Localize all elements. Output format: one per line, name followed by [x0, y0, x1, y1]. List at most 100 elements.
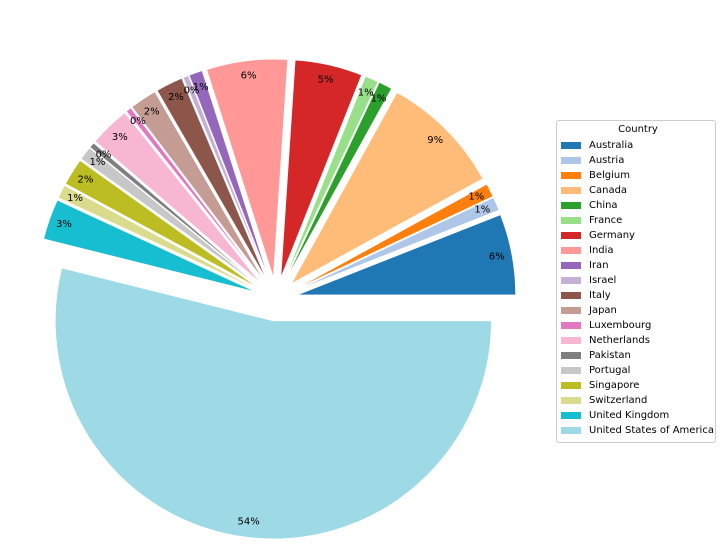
legend-swatch: [561, 247, 581, 254]
legend-swatch: [561, 157, 581, 164]
legend-label: Israel: [589, 275, 617, 286]
pie-slice-netherlands: [94, 112, 261, 284]
legend-item: Germany: [561, 228, 715, 243]
legend-label: United States of America: [589, 425, 714, 436]
pie-slice-canada: [290, 92, 484, 285]
slice-percent-label: 3%: [56, 219, 72, 230]
pie-percent-labels: 6%1%1%9%1%1%5%6%1%0%2%2%0%3%0%1%2%1%3%54…: [56, 70, 505, 527]
slice-percent-label: 2%: [168, 92, 184, 103]
pie-slice-japan: [131, 91, 265, 281]
slice-percent-label: 6%: [241, 70, 257, 81]
pie-slice-united-kingdom: [43, 199, 256, 292]
legend-label: Austria: [589, 155, 625, 166]
pie-slice-france: [284, 75, 379, 279]
pie-slice-iran: [188, 70, 269, 279]
legend-label: Portugal: [589, 365, 631, 376]
slice-percent-label: 9%: [427, 135, 443, 146]
legend-item: Japan: [561, 303, 715, 318]
legend-item: United Kingdom: [561, 408, 715, 423]
legend-swatch: [561, 217, 581, 224]
legend-item: Pakistan: [561, 348, 715, 363]
legend-swatch: [561, 202, 581, 209]
slice-percent-label: 0%: [96, 149, 112, 160]
legend-label: Canada: [589, 185, 628, 196]
legend-label: Luxembourg: [589, 320, 652, 331]
legend-label: Japan: [589, 305, 617, 316]
slice-percent-label: 54%: [237, 517, 259, 528]
pie-slice-switzerland: [58, 185, 257, 290]
legend-label: Iran: [589, 260, 609, 271]
pie-slice-portugal: [80, 147, 259, 286]
slice-percent-label: 3%: [112, 132, 128, 143]
slice-percent-label: 2%: [77, 175, 93, 186]
pie-slice-singapore: [65, 160, 258, 288]
pie-slice-china: [285, 81, 392, 280]
slice-percent-label: 1%: [371, 94, 387, 105]
pie-slice-india: [206, 58, 288, 278]
legend-item: Netherlands: [561, 333, 715, 348]
legend-item: India: [561, 243, 715, 258]
legend-items: Australia Austria Belgium Canada China France…: [561, 138, 715, 438]
legend-swatch: [561, 172, 581, 179]
slice-percent-label: 1%: [193, 82, 209, 93]
legend-label: United Kingdom: [589, 410, 670, 421]
pie-slice-austria: [296, 197, 500, 291]
slice-percent-label: 1%: [67, 193, 83, 204]
legend-label: China: [589, 200, 618, 211]
legend-item: Italy: [561, 288, 715, 303]
legend-item: Singapore: [561, 378, 715, 393]
legend-swatch: [561, 412, 581, 419]
legend-item: China: [561, 198, 715, 213]
legend-swatch: [561, 232, 581, 239]
slice-percent-label: 5%: [318, 74, 334, 85]
legend-title: Country: [618, 124, 658, 135]
legend-swatch: [561, 367, 581, 374]
slice-percent-label: 6%: [489, 252, 505, 263]
legend-label: India: [589, 245, 614, 256]
legend-item: Canada: [561, 183, 715, 198]
legend-item: Israel: [561, 273, 715, 288]
slice-percent-label: 2%: [144, 106, 160, 117]
legend-label: Pakistan: [589, 350, 631, 361]
legend-label: France: [589, 215, 623, 226]
pie-slice-australia: [297, 214, 516, 296]
legend-swatch: [561, 292, 581, 299]
legend-label: Singapore: [589, 380, 640, 391]
legend-swatch: [561, 397, 581, 404]
legend-label: Switzerland: [589, 395, 648, 406]
pie-slice-pakistan: [89, 142, 260, 286]
legend: Country Australia Austria Belgium Canada Chi…: [556, 120, 716, 443]
legend-swatch: [561, 352, 581, 359]
legend-swatch: [561, 322, 581, 329]
pie-slice-italy: [156, 77, 267, 280]
legend-swatch: [561, 382, 581, 389]
legend-item: Iran: [561, 258, 715, 273]
pie-slices: [43, 58, 516, 540]
legend-item: Switzerland: [561, 393, 715, 408]
legend-label: Italy: [589, 290, 611, 301]
legend-item: Belgium: [561, 168, 715, 183]
legend-item: Australia: [561, 138, 715, 153]
legend-swatch: [561, 142, 581, 149]
legend-swatch: [561, 187, 581, 194]
legend-label: Netherlands: [589, 335, 650, 346]
pie-slice-germany: [280, 59, 362, 278]
legend-item: Portugal: [561, 363, 715, 378]
slice-percent-label: 1%: [358, 88, 374, 99]
legend-item: United States of America: [561, 423, 715, 438]
slice-percent-label: 0%: [184, 85, 200, 96]
legend-item: Austria: [561, 153, 715, 168]
legend-label: Germany: [589, 230, 635, 241]
pie-slice-belgium: [295, 183, 494, 290]
legend-item: France: [561, 213, 715, 228]
legend-swatch: [561, 427, 581, 434]
legend-swatch: [561, 307, 581, 314]
legend-swatch: [561, 277, 581, 284]
legend-item: Luxembourg: [561, 318, 715, 333]
slice-percent-label: 1%: [474, 204, 490, 215]
legend-label: Australia: [589, 140, 634, 151]
slice-percent-label: 1%: [468, 192, 484, 203]
slice-percent-label: 1%: [89, 157, 105, 168]
pie-slice-luxembourg: [125, 107, 263, 282]
